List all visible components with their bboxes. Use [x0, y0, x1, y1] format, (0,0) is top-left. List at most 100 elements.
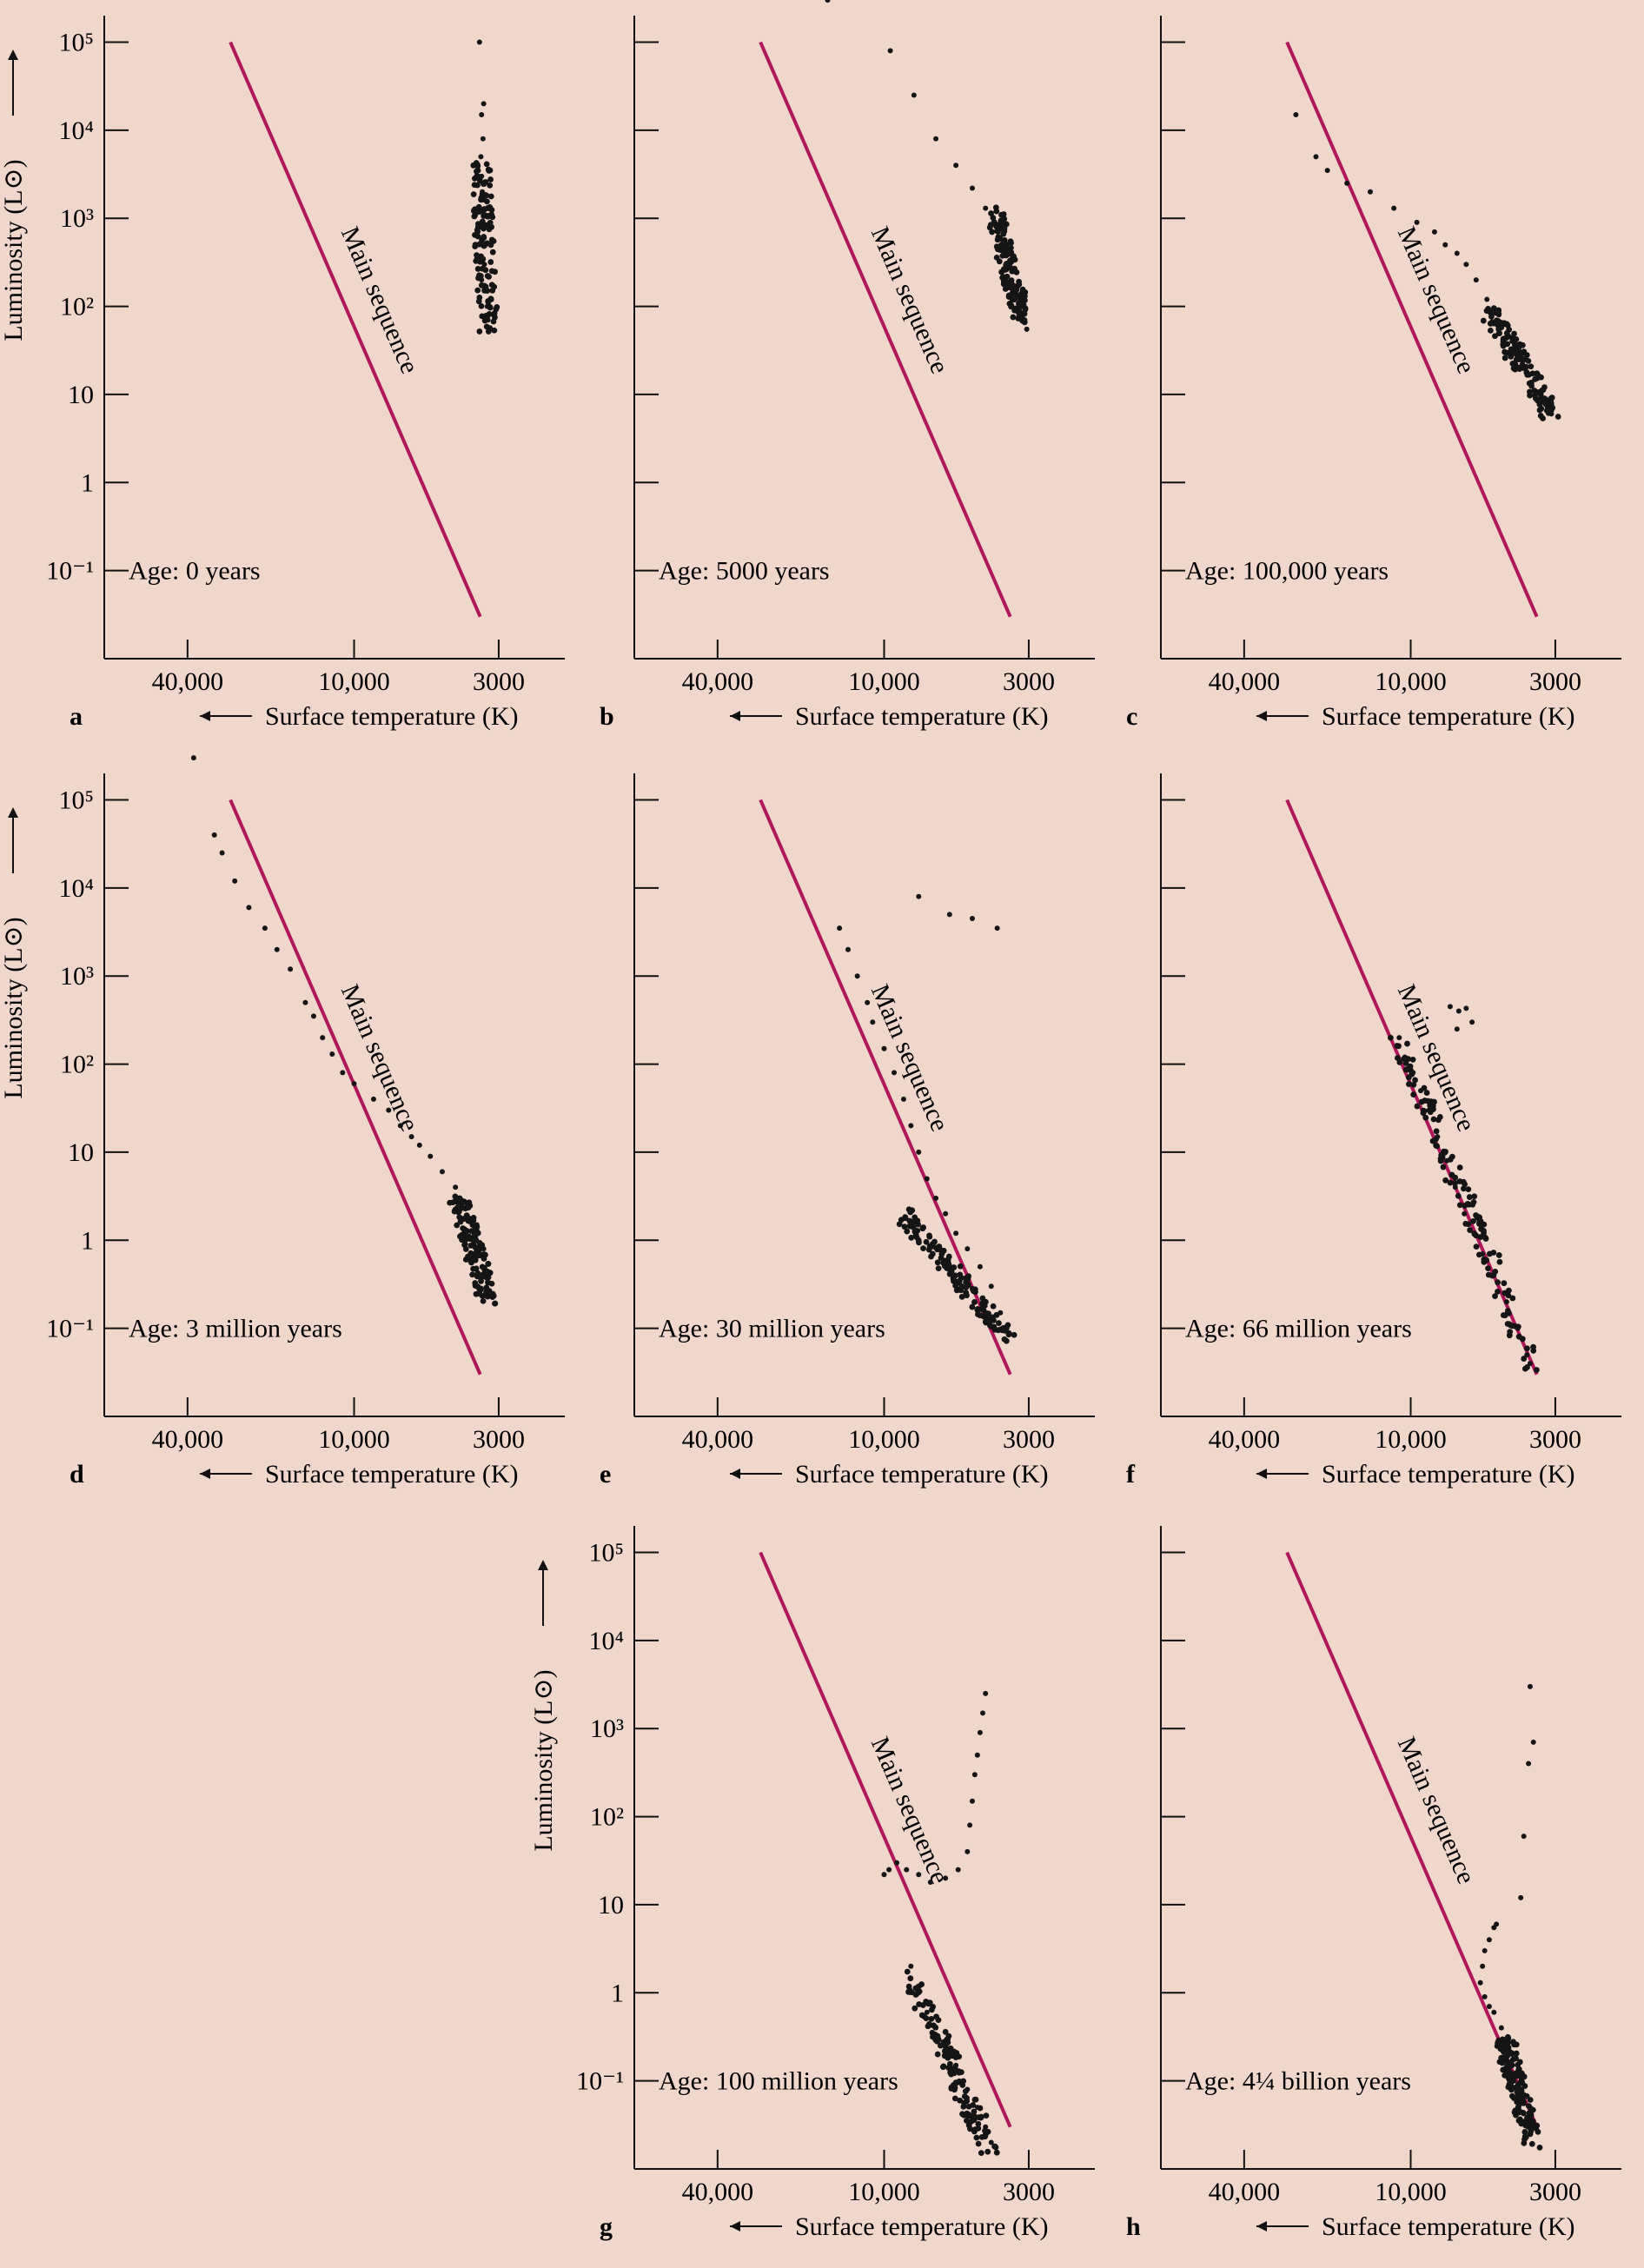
cluster-star-point — [1003, 262, 1010, 269]
cluster-star-point — [999, 274, 1006, 280]
cluster-star-point — [961, 2099, 968, 2106]
y-tick-label: 10⁻¹ — [46, 557, 94, 586]
cluster-star-point — [908, 1234, 915, 1241]
star-point — [1524, 1352, 1530, 1358]
y-tick-label: 10² — [590, 1803, 624, 1832]
cluster-star-point — [473, 1226, 480, 1233]
cluster-star-point — [941, 2052, 948, 2059]
cluster-star-point — [489, 249, 496, 255]
cluster-star-point — [1555, 414, 1561, 420]
cluster-star-point — [1452, 1174, 1459, 1181]
cluster-star-point — [1447, 1179, 1454, 1186]
cluster-star-point — [906, 1223, 913, 1230]
panel-letter: f — [1126, 1460, 1136, 1489]
cluster-star-point — [487, 176, 494, 182]
cluster-star-point — [909, 1207, 916, 1214]
y-tick-label: 10 — [68, 381, 94, 409]
cluster-star-point — [933, 2033, 940, 2039]
star-point — [476, 39, 482, 45]
y-axis-label: Luminosity (L⊙) — [0, 917, 28, 1098]
cluster-star-point — [474, 1251, 481, 1258]
cluster-star-point — [1470, 1217, 1476, 1224]
star-point — [484, 1272, 490, 1278]
star-point — [1293, 112, 1299, 118]
cluster-star-point — [966, 2112, 973, 2119]
x-axis-label: Surface temperature (K) — [1322, 1460, 1575, 1489]
x-tick-label: 40,000 — [682, 2178, 754, 2206]
cluster-star-point — [1483, 1257, 1490, 1263]
star-point — [481, 101, 487, 107]
star-point — [892, 1070, 898, 1076]
cluster-star-point — [1466, 1194, 1473, 1200]
cluster-star-point — [1521, 1356, 1528, 1362]
panel-c: 40,000 10,000 3000 Surface temperature (K) c… — [1126, 16, 1621, 731]
star-point — [1545, 405, 1551, 411]
cluster-star-point — [473, 1265, 480, 1272]
cluster-star-point — [952, 2054, 959, 2061]
cluster-star-point — [993, 208, 1000, 215]
cluster-star-point — [1521, 1365, 1528, 1372]
star-point — [994, 224, 1000, 230]
star-point — [933, 2025, 939, 2031]
cluster-star-point — [951, 2067, 958, 2073]
cluster-star-point — [923, 2015, 930, 2022]
star-point — [1018, 294, 1024, 300]
panel-letter: a — [70, 702, 83, 731]
main-sequence-line — [229, 41, 482, 618]
star-point — [329, 1051, 335, 1058]
x-axis-arrowhead — [200, 1469, 210, 1479]
cluster-star-point — [1509, 1295, 1516, 1302]
cluster-star-point — [487, 259, 494, 265]
y-tick-label: 10² — [60, 293, 94, 322]
cluster-star-point — [1462, 1181, 1468, 1188]
cluster-star-point — [933, 2013, 939, 2020]
star-point — [408, 1134, 414, 1140]
panel-e: 40,000 10,000 3000 Surface temperature (K) e… — [600, 773, 1095, 1489]
cluster-star-point — [481, 181, 487, 188]
cluster-star-point — [956, 2069, 963, 2076]
cluster-star-point — [916, 2001, 923, 2007]
cluster-star-point — [1496, 2059, 1503, 2066]
cluster-star-point — [483, 161, 490, 168]
cluster-star-point — [485, 166, 492, 173]
cluster-star-point — [1480, 317, 1487, 324]
cluster-star-point — [476, 209, 483, 216]
cluster-star-point — [486, 274, 493, 280]
cluster-star-point — [1402, 1060, 1409, 1066]
x-tick-label: 40,000 — [152, 667, 224, 696]
star-point — [480, 136, 486, 142]
cluster-star-point — [476, 1286, 483, 1293]
cluster-star-point — [1396, 1059, 1403, 1065]
main-sequence-line — [759, 1551, 1012, 2128]
y-axis-label: Luminosity (L⊙) — [0, 159, 28, 341]
cluster-star-point — [1007, 258, 1013, 265]
cluster-star-point — [1522, 2134, 1529, 2140]
star-point — [219, 850, 225, 856]
cluster-star-point — [487, 242, 494, 249]
cluster-star-point — [1510, 2039, 1516, 2046]
star-point — [894, 1860, 900, 1866]
cluster-star-point — [1534, 1367, 1540, 1373]
cluster-star-point — [1506, 2060, 1513, 2067]
cluster-star-point — [938, 1255, 945, 1262]
cluster-star-point — [476, 328, 483, 335]
cluster-star-point — [1001, 1336, 1008, 1343]
cluster-star-point — [938, 2042, 944, 2049]
star-point — [983, 1690, 989, 1696]
star-point — [340, 1070, 346, 1076]
cluster-star-point — [1535, 2128, 1541, 2135]
cluster-star-point — [926, 1233, 933, 1240]
cluster-star-point — [1527, 388, 1533, 395]
cluster-star-point — [1528, 379, 1535, 386]
x-tick-label: 3000 — [1529, 2178, 1581, 2206]
cluster-star-point — [1456, 1164, 1463, 1170]
cluster-star-point — [1523, 2114, 1530, 2121]
x-tick-label: 40,000 — [1209, 1425, 1281, 1454]
cluster-star-point — [1455, 1192, 1462, 1199]
cluster-star-point — [1490, 305, 1497, 312]
cluster-star-point — [1487, 327, 1494, 334]
star-point — [969, 916, 975, 922]
star-point — [481, 209, 487, 215]
x-axis-label: Surface temperature (K) — [795, 1460, 1049, 1489]
panel-letter: h — [1126, 2212, 1141, 2241]
